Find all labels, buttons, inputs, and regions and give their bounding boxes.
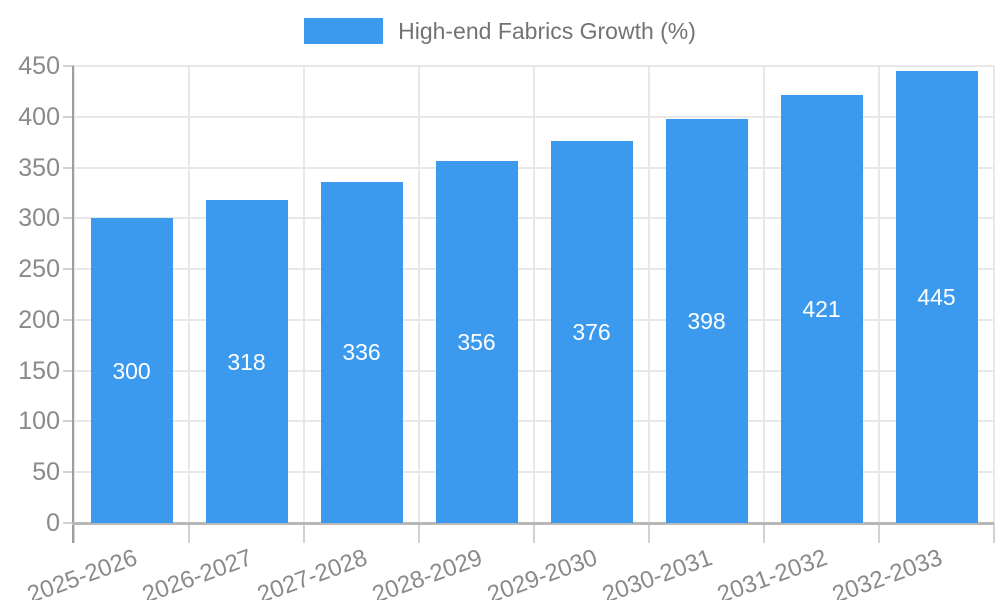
x-tick-label: 2026-2027 (138, 544, 256, 600)
gridline-vertical (73, 66, 75, 523)
y-tick-label: 0 (46, 509, 60, 537)
gridline-vertical (418, 66, 420, 523)
x-axis-line (72, 522, 994, 525)
gridline-vertical (763, 66, 765, 523)
x-axis-tick (73, 523, 75, 543)
bar: 356 (435, 161, 518, 523)
y-axis-tick (63, 65, 74, 67)
y-axis-tick (63, 522, 74, 524)
y-tick-label: 450 (18, 52, 60, 80)
y-axis-tick (63, 217, 74, 220)
gridline-vertical (993, 66, 995, 523)
bar-value-label: 445 (917, 284, 956, 311)
y-tick-label: 50 (32, 458, 60, 487)
legend-swatch (304, 18, 384, 44)
bar: 421 (780, 95, 863, 523)
x-axis-tick (993, 523, 995, 543)
bar: 318 (205, 200, 288, 523)
x-axis-tick (763, 523, 765, 543)
gridline-vertical (648, 66, 650, 523)
y-tick-label: 250 (18, 255, 60, 284)
x-tick-label: 2032-2033 (828, 544, 946, 600)
y-tick-label: 400 (18, 102, 60, 131)
bar-value-label: 421 (802, 296, 841, 323)
gridline-vertical (303, 66, 305, 523)
y-axis-line (72, 66, 74, 543)
y-tick-label: 200 (18, 305, 60, 334)
y-tick-label: 300 (18, 204, 60, 233)
bar-value-label: 300 (112, 357, 151, 384)
bar: 300 (90, 218, 173, 523)
y-axis-tick (63, 369, 74, 372)
legend-item[interactable]: High-end Fabrics Growth (%) (0, 18, 1000, 44)
x-axis-tick (418, 523, 420, 543)
y-axis-tick (63, 166, 74, 169)
x-axis-tick (188, 523, 190, 543)
bar: 336 (320, 181, 403, 523)
y-tick-label: 150 (18, 356, 60, 385)
gridline-vertical (533, 66, 535, 523)
gridline-vertical (188, 66, 190, 523)
y-axis-tick (63, 115, 74, 118)
y-axis-tick (63, 471, 74, 474)
x-tick-label: 2025-2026 (23, 544, 141, 600)
x-tick-label: 2027-2028 (253, 544, 371, 600)
x-axis-tick (533, 523, 535, 543)
y-tick-label: 100 (18, 407, 60, 436)
bar-value-label: 376 (572, 319, 611, 346)
gridline-vertical (878, 66, 880, 523)
bar: 376 (550, 141, 633, 523)
bar-value-label: 318 (227, 348, 266, 375)
bar-value-label: 356 (457, 329, 496, 356)
x-tick-label: 2028-2029 (368, 544, 486, 600)
bar: 445 (895, 71, 978, 523)
y-axis-tick (63, 268, 74, 271)
y-tick-label: 350 (18, 153, 60, 182)
x-tick-label: 2031-2032 (713, 544, 831, 600)
x-tick-label: 2030-2031 (598, 544, 716, 600)
x-tick-label: 2029-2030 (483, 544, 601, 600)
x-axis-tick (648, 523, 650, 543)
y-axis-tick (63, 318, 74, 321)
bar: 398 (665, 118, 748, 523)
legend-label: High-end Fabrics Growth (%) (398, 18, 696, 44)
y-axis-tick (63, 420, 74, 423)
x-axis-tick (303, 523, 305, 543)
x-axis-tick (878, 523, 880, 543)
bar-value-label: 336 (342, 339, 381, 366)
bar-value-label: 398 (687, 307, 726, 334)
